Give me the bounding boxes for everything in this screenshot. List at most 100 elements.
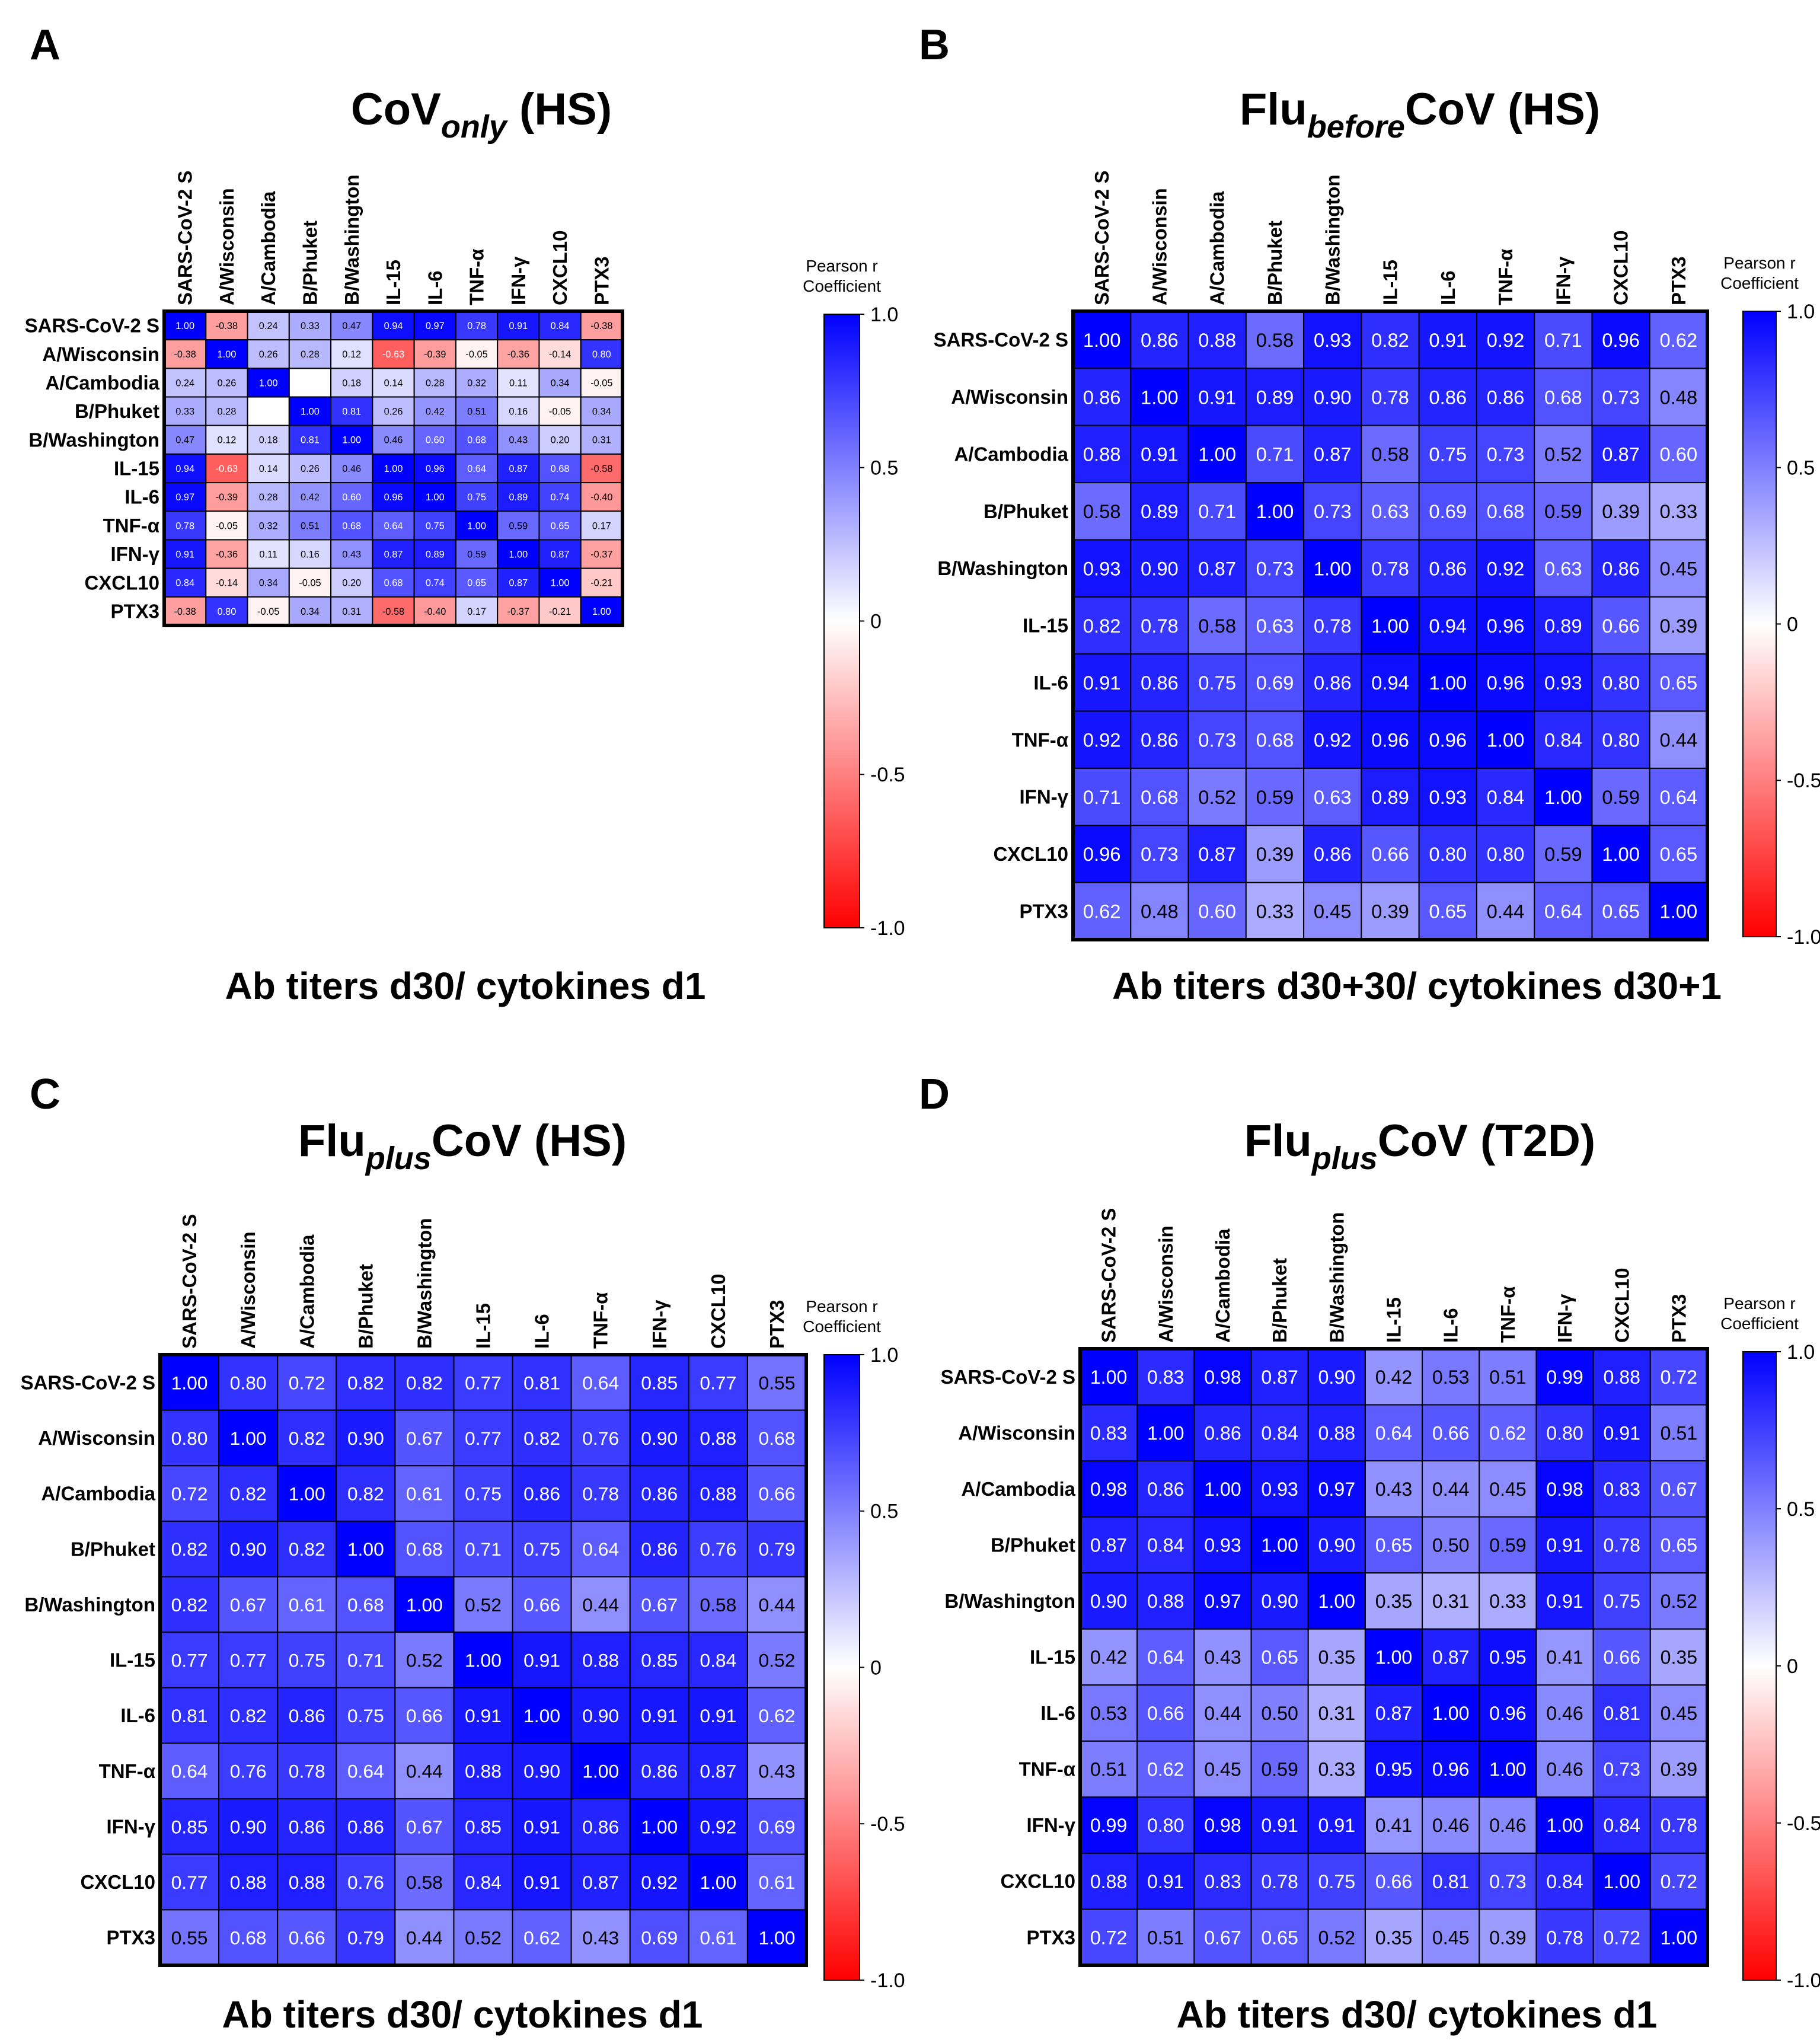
- row-label: CXCL10: [993, 843, 1068, 865]
- cell-label: 0.78: [175, 521, 194, 531]
- heatmap-cell: [218, 1409, 279, 1467]
- cell-label: 0.16: [509, 407, 528, 417]
- heatmap-cell: [394, 1465, 455, 1522]
- colorbar-title-line: Coefficient: [1720, 1314, 1799, 1333]
- column-label: IL-6: [1440, 1308, 1462, 1343]
- cell-label: 0.78: [1603, 1534, 1640, 1556]
- heatmap-cell: [1245, 710, 1305, 769]
- cell-label: 0.75: [289, 1649, 325, 1671]
- colorbar: [823, 1354, 860, 1981]
- cell-label: 0.71: [347, 1649, 384, 1671]
- heatmap-cell: [570, 1520, 631, 1578]
- colorbar-tick-label: 0.5: [1787, 1498, 1815, 1521]
- cell-label: 1.00: [1261, 1534, 1298, 1556]
- cell-label: 0.66: [1147, 1703, 1184, 1724]
- cell-label: 0.96: [1487, 615, 1525, 637]
- heatmap-cell: [580, 482, 624, 512]
- cell-label: 0.87: [509, 464, 528, 474]
- cell-label: 0.66: [1603, 1647, 1640, 1668]
- cell-label: 0.82: [230, 1483, 267, 1505]
- cell-label: 0.82: [1083, 615, 1121, 637]
- cell-label: 0.91: [1546, 1534, 1583, 1556]
- cell-label: 0.41: [1546, 1647, 1583, 1668]
- heatmap-cell: [1187, 596, 1247, 655]
- heatmap-cell: [1422, 1572, 1480, 1630]
- cell-label: 0.87: [551, 549, 570, 560]
- cell-label: 0.91: [641, 1705, 678, 1726]
- cell-label: 0.46: [1489, 1815, 1527, 1836]
- heatmap-cell: [288, 482, 332, 512]
- heatmap-cell: [1080, 1460, 1138, 1518]
- column-label: PTX3: [1668, 1294, 1690, 1343]
- cell-label: 0.90: [347, 1428, 384, 1449]
- cell-label: 0.81: [171, 1705, 208, 1726]
- cell-label: 0.80: [592, 349, 611, 360]
- cell-label: 0.86: [1141, 729, 1179, 751]
- cell-label: 0.73: [1603, 1759, 1640, 1780]
- heatmap-cell: [372, 368, 415, 398]
- cell-label: 0.32: [467, 378, 486, 388]
- cell-label: 0.68: [230, 1927, 267, 1949]
- cell-label: 0.59: [467, 549, 486, 560]
- heatmap-cell: [1418, 368, 1477, 426]
- cell-label: 0.44: [1659, 729, 1697, 751]
- cell-label: 0.62: [1489, 1422, 1527, 1444]
- title-tail: (HS): [507, 84, 612, 135]
- cell-label: 1.00: [582, 1761, 619, 1782]
- cell-label: 0.96: [1432, 1759, 1470, 1780]
- heatmap-cell: [1080, 1572, 1138, 1630]
- cell-label: -0.37: [590, 549, 612, 560]
- cell-label: 0.65: [1429, 901, 1467, 922]
- cell-label: 1.00: [1429, 672, 1467, 694]
- row-label: TNF-α: [1012, 729, 1068, 751]
- heatmap-cell: [1080, 1404, 1138, 1462]
- cell-label: 0.18: [259, 435, 278, 446]
- heatmap-cell: [1307, 1348, 1366, 1406]
- heatmap-cell: [1591, 596, 1650, 655]
- cell-label: 0.82: [1371, 329, 1409, 351]
- cell-label: 0.50: [1432, 1534, 1470, 1556]
- cell-label: 1.00: [1256, 500, 1294, 522]
- cell-label: -0.38: [216, 321, 238, 331]
- heatmap-cell: [218, 1909, 279, 1966]
- cell-label: 1.00: [1141, 386, 1179, 408]
- cell-label: -0.05: [465, 349, 487, 360]
- heatmap-cell: [1136, 1348, 1195, 1406]
- cell-label: 1.00: [1544, 786, 1582, 808]
- heatmap-cell: [1136, 1628, 1195, 1686]
- cell-label: 0.80: [217, 606, 236, 617]
- heatmap-cell: [688, 1853, 748, 1911]
- column-label: TNF-α: [1495, 249, 1516, 305]
- title-main: Flu: [298, 1116, 366, 1166]
- cell-label: 0.88: [1198, 329, 1236, 351]
- cell-label: 0.91: [1198, 386, 1236, 408]
- cell-label: 0.81: [301, 435, 320, 446]
- heatmap-cell: [1193, 1740, 1252, 1798]
- heatmap-cell: [1193, 1852, 1252, 1910]
- heatmap-cell: [453, 1687, 513, 1744]
- cell-label: 0.90: [1318, 1367, 1356, 1388]
- row-label: A/Cambodia: [41, 1483, 155, 1505]
- cell-label: 0.90: [523, 1761, 560, 1782]
- heatmap-cell: [1535, 1460, 1594, 1518]
- cell-label: 0.98: [1546, 1479, 1583, 1500]
- cell-label: 0.93: [1083, 557, 1121, 579]
- cell-label: 0.71: [1083, 786, 1121, 808]
- cell-label: -0.39: [424, 349, 446, 360]
- cell-label: 0.44: [1487, 901, 1525, 922]
- heatmap-cell: [277, 1465, 337, 1522]
- heatmap-cell: [1592, 1348, 1651, 1406]
- heatmap-cell: [1476, 767, 1535, 826]
- heatmap-cell: [746, 1465, 807, 1522]
- cell-label: 0.91: [175, 549, 194, 560]
- chart-title: FluplusCoV (T2D): [1244, 1116, 1595, 1176]
- cell-label: 0.81: [523, 1372, 560, 1393]
- cell-label: 0.91: [1147, 1871, 1184, 1892]
- heatmap-cell: [455, 311, 499, 341]
- heatmap-cell: [1187, 482, 1247, 541]
- column-label: SARS-CoV-2 S: [1098, 1208, 1120, 1343]
- cell-label: 0.39: [1371, 901, 1409, 922]
- cell-label: 0.48: [1141, 901, 1179, 922]
- cell-label: 0.87: [1090, 1534, 1128, 1556]
